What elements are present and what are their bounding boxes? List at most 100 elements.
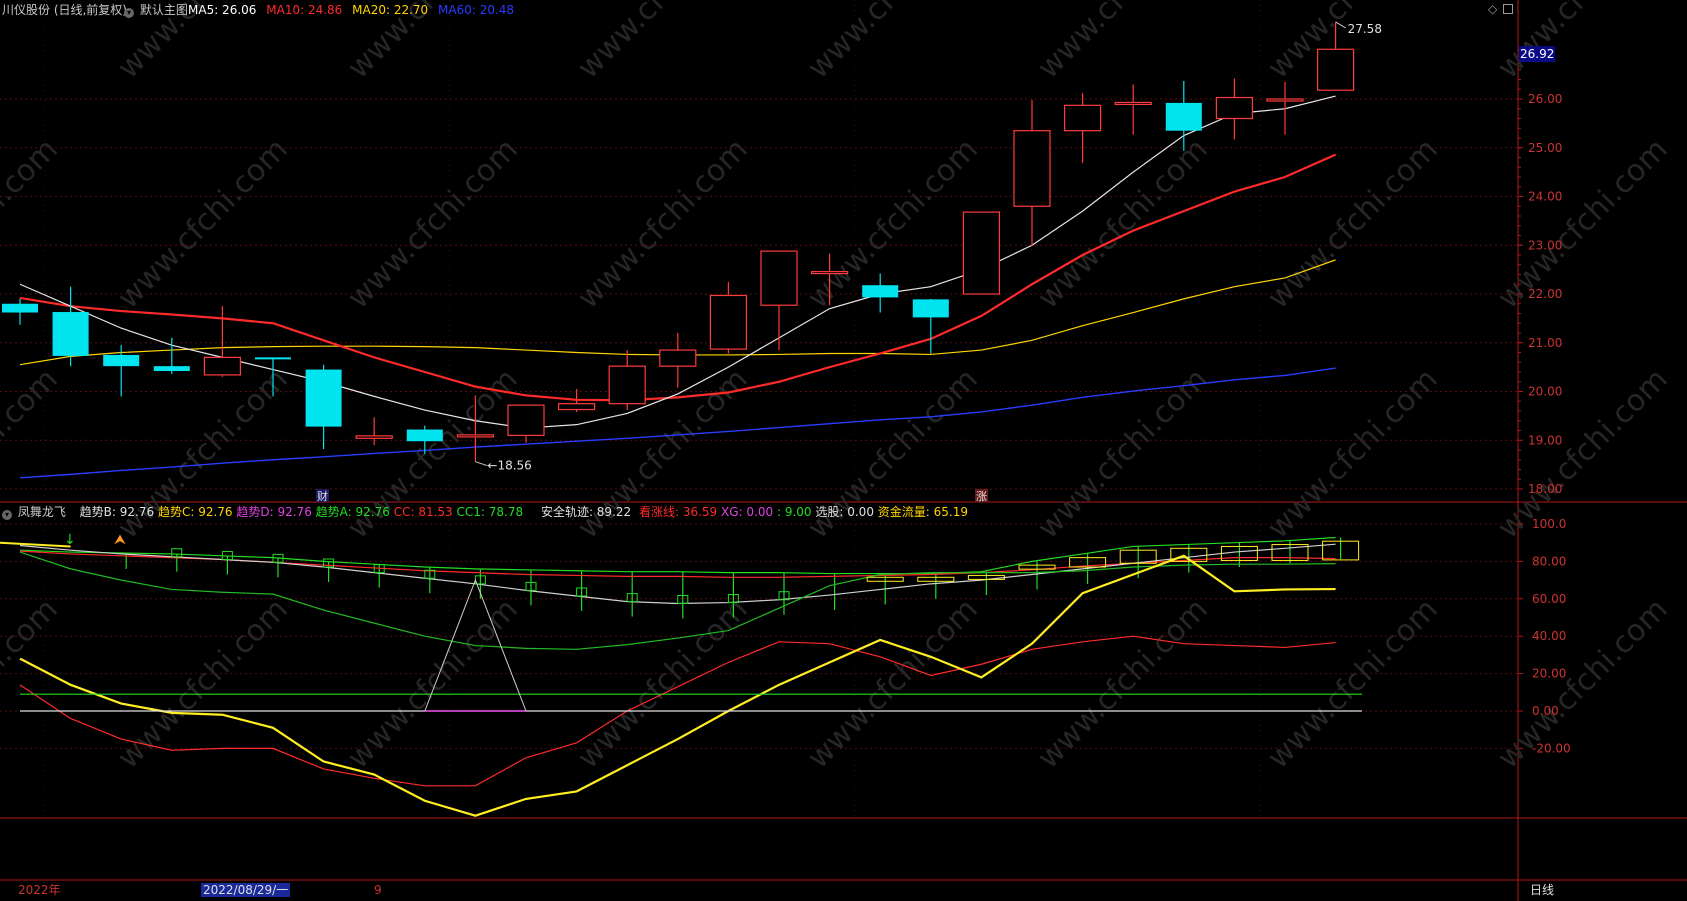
trend-box [626, 593, 638, 603]
candle-body-down [1165, 102, 1202, 131]
ma10-label: MA10: 24.86 [266, 3, 343, 17]
cc1-label: CC1: 78.78 [456, 505, 524, 519]
stock-pick-signal [424, 578, 527, 712]
indicator-tick-label: 20.00 [1532, 667, 1566, 681]
candle-body-up [456, 434, 494, 438]
watermark-text: www.cfchi.com [1261, 362, 1445, 546]
fund-box [1220, 545, 1258, 561]
low-pointer [475, 461, 488, 467]
watermark-text: www.cfchi.com [0, 592, 65, 776]
fund-box [1170, 547, 1208, 562]
candle-body-down [862, 285, 899, 298]
ma10-line [19, 153, 1337, 402]
period-tab[interactable]: 日线 [1530, 883, 1555, 897]
fund-flow-label: 资金流量: 65.19 [877, 505, 968, 519]
candle-body-up [760, 250, 798, 306]
watermark-text: www.cfchi.com [571, 592, 755, 776]
candle-body-down [103, 354, 140, 367]
indicator-name[interactable]: 凤舞龙飞 [17, 505, 66, 519]
ma-legend: MA5: 26.06 MA10: 24.86 MA20: 22.70 MA60:… [188, 3, 514, 17]
watermark-text: www.cfchi.com [1031, 592, 1215, 776]
main-chart-label[interactable]: 默认主图 [139, 3, 188, 17]
candle-body-up [659, 349, 697, 367]
indicator-tick-label: -20.00 [1532, 741, 1571, 755]
high-pointer [1335, 21, 1346, 29]
candle-body-up [1316, 48, 1355, 91]
watermark-text: www.cfchi.com [801, 0, 985, 86]
trend-a-label: 趋势A: 92.76 [315, 505, 390, 519]
year-label: 2022年 [18, 883, 61, 897]
ma60-line [19, 367, 1336, 479]
trend-box [323, 558, 335, 568]
finance-marker: 财 [317, 489, 328, 503]
main-chart-selector[interactable]: ▾ 默认主图 [124, 3, 188, 18]
price-tick-label: 21.00 [1528, 336, 1562, 350]
watermark-text: www.cfchi.com [1031, 132, 1215, 316]
indicator-dropdown-icon[interactable]: ▾ [2, 510, 12, 520]
watermark-text: www.cfchi.com [1261, 132, 1445, 316]
indicator-tick-label: 0.00 [1532, 704, 1559, 718]
indicator-tick-label: 80.00 [1532, 554, 1566, 568]
candle-body-up [203, 356, 241, 376]
trend-box [221, 551, 233, 561]
trend-a-line [19, 536, 1336, 575]
runner-icon: ⮝ [114, 532, 126, 548]
fund-box [1271, 544, 1309, 561]
safety-track-label: 安全轨迹: 89.22 [540, 505, 632, 519]
watermark-text: www.cfchi.com [801, 592, 985, 776]
stock-title: 川仪股份 (日线,前复权) [2, 3, 127, 17]
candle-body-down [406, 429, 443, 442]
bullish-line-label: 看涨线: 36.59 [638, 505, 718, 519]
trend-c-label: 趋势C: 92.76 [157, 505, 233, 519]
limit-up-marker: 涨 [976, 490, 987, 503]
candle-body-up [355, 435, 393, 439]
watermark-text: www.cfchi.com [341, 132, 525, 316]
trend-box [373, 564, 385, 574]
price-tick-label: 22.00 [1528, 287, 1562, 301]
candle-body-up [810, 270, 849, 275]
finance-marker-bg [316, 489, 329, 502]
trend-box [424, 569, 436, 579]
indicator-header: ▾ 凤舞龙飞 趋势B: 92.76 趋势C: 92.76 趋势D: 92.76 … [2, 505, 968, 520]
stock-pick-label: 选股: 0.00 [815, 505, 874, 519]
stock-name[interactable]: 川仪股份 (日线,前复权) [2, 3, 127, 17]
month-label: 9 [374, 883, 382, 897]
price-tick-label: 26.00 [1528, 92, 1562, 106]
nine-label: : 9.00 [776, 505, 812, 519]
price-tick-label: 24.00 [1528, 190, 1562, 204]
limit-up-marker-bg [975, 489, 988, 502]
watermark-text: www.cfchi.com [571, 0, 755, 86]
fund-box [967, 574, 1005, 580]
cc-label: CC: 81.53 [393, 505, 453, 519]
candle-body-up [962, 211, 1001, 295]
price-tick-label: 20.00 [1528, 385, 1562, 399]
indicator-tick-label: 60.00 [1532, 592, 1566, 606]
buy-arrow-icon: ↓ [64, 532, 76, 548]
fund-box [917, 576, 955, 582]
candle-body-up [1013, 130, 1051, 207]
trend-d-label: 趋势D: 92.76 [236, 505, 312, 519]
trend-c-line [0, 541, 71, 548]
candle-body-up [608, 365, 646, 405]
indicator-tick-label: 100.0 [1532, 517, 1566, 531]
window-toggle-icon[interactable] [1503, 4, 1513, 14]
trend-box [778, 591, 790, 601]
diamond-icon[interactable]: ◇ [1488, 2, 1498, 16]
ma60-label: MA60: 20.48 [438, 3, 515, 17]
watermark-text: www.cfchi.com [1261, 592, 1445, 776]
dropdown-icon[interactable]: ▾ [124, 8, 134, 18]
current-price-box [1519, 46, 1555, 63]
candle-body-down [305, 369, 342, 427]
candle-body-up [1266, 98, 1304, 102]
low-annotation: ←18.56 [487, 459, 531, 473]
fund-box [1069, 557, 1107, 568]
watermark-text: www.cfchi.com [111, 132, 295, 316]
trend-box [727, 594, 739, 604]
price-tick-label: 25.00 [1528, 141, 1562, 155]
indicator-tick-label: 40.00 [1532, 629, 1566, 643]
candle-body-up [709, 294, 748, 350]
candle-body-down [153, 366, 190, 372]
candle-body-up [1114, 101, 1152, 106]
watermark-text: www.cfchi.com [1031, 0, 1215, 86]
